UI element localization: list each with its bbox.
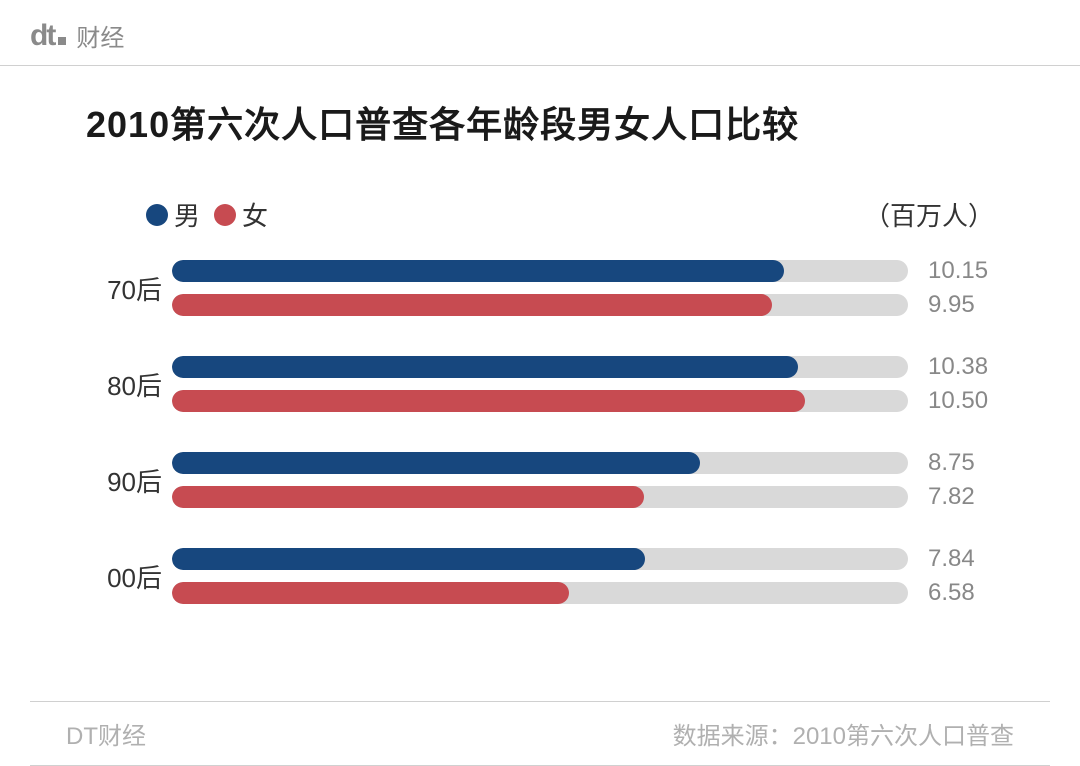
bar-group: 70后 10.15 9.95 — [86, 257, 994, 319]
logo-letter-d: d — [30, 19, 46, 53]
legend-label: 女 — [242, 196, 268, 233]
bar-row: 7.84 — [172, 545, 994, 573]
category-label: 80后 — [86, 366, 172, 403]
bar-row: 10.15 — [172, 257, 994, 285]
bar-track — [172, 294, 908, 316]
bar-row: 9.95 — [172, 291, 994, 319]
legend-items: 男女 — [146, 196, 282, 233]
bar-row: 10.38 — [172, 353, 994, 381]
bar-row: 6.58 — [172, 579, 994, 607]
bar-fill — [172, 452, 700, 474]
bar-value: 10.15 — [908, 257, 994, 285]
bar-group: 90后 8.75 7.82 — [86, 449, 994, 511]
bar-groups: 70后10.159.9580后10.3810.5090后8.757.8200后7… — [86, 257, 994, 607]
source-text: 2010第六次人口普查 — [793, 723, 1014, 750]
source-prefix: 数据来源： — [673, 723, 793, 750]
bar-value: 10.38 — [908, 353, 994, 381]
bars-wrapper: 7.84 6.58 — [172, 545, 994, 607]
bar-track — [172, 486, 908, 508]
unit-label: （百万人） — [864, 196, 994, 233]
footer: DT财经 数据来源：2010第六次人口普查 — [30, 701, 1050, 766]
footer-source: 数据来源：2010第六次人口普查 — [673, 716, 1014, 751]
bar-fill — [172, 294, 772, 316]
bar-fill — [172, 486, 644, 508]
bar-row: 8.75 — [172, 449, 994, 477]
bar-track — [172, 390, 908, 412]
legend-row: 男女 （百万人） — [86, 196, 994, 233]
category-label: 70后 — [86, 270, 172, 307]
logo-mark: d t — [30, 19, 68, 53]
bar-value: 10.50 — [908, 387, 994, 415]
legend-dot-icon — [146, 204, 168, 226]
bar-group: 80后 10.38 10.50 — [86, 353, 994, 415]
bar-value: 8.75 — [908, 449, 994, 477]
header: d t 财经 — [0, 0, 1080, 66]
bar-fill — [172, 260, 784, 282]
bar-row: 10.50 — [172, 387, 994, 415]
category-label: 00后 — [86, 558, 172, 595]
bar-track — [172, 548, 908, 570]
bar-track — [172, 452, 908, 474]
legend-label: 男 — [174, 196, 200, 233]
logo-letter-t: t — [46, 19, 54, 53]
logo-brand-text: 财经 — [76, 18, 124, 53]
chart-container: 2010第六次人口普查各年龄段男女人口比较 男女 （百万人） 70后10.159… — [0, 66, 1080, 607]
bar-track — [172, 356, 908, 378]
legend-dot-icon — [214, 204, 236, 226]
bars-wrapper: 10.15 9.95 — [172, 257, 994, 319]
bars-wrapper: 8.75 7.82 — [172, 449, 994, 511]
bar-row: 7.82 — [172, 483, 994, 511]
bar-fill — [172, 356, 798, 378]
bar-fill — [172, 548, 645, 570]
bar-value: 7.84 — [908, 545, 994, 573]
bars-wrapper: 10.38 10.50 — [172, 353, 994, 415]
bar-fill — [172, 582, 569, 604]
bar-value: 6.58 — [908, 579, 994, 607]
bar-track — [172, 260, 908, 282]
chart-title: 2010第六次人口普查各年龄段男女人口比较 — [86, 96, 994, 148]
footer-brand: DT财经 — [66, 716, 146, 751]
bar-fill — [172, 390, 805, 412]
legend-item: 女 — [214, 196, 268, 233]
legend-item: 男 — [146, 196, 200, 233]
bar-value: 7.82 — [908, 483, 994, 511]
bar-value: 9.95 — [908, 291, 994, 319]
bar-track — [172, 582, 908, 604]
bar-group: 00后 7.84 6.58 — [86, 545, 994, 607]
category-label: 90后 — [86, 462, 172, 499]
logo-dot-icon — [58, 37, 66, 45]
